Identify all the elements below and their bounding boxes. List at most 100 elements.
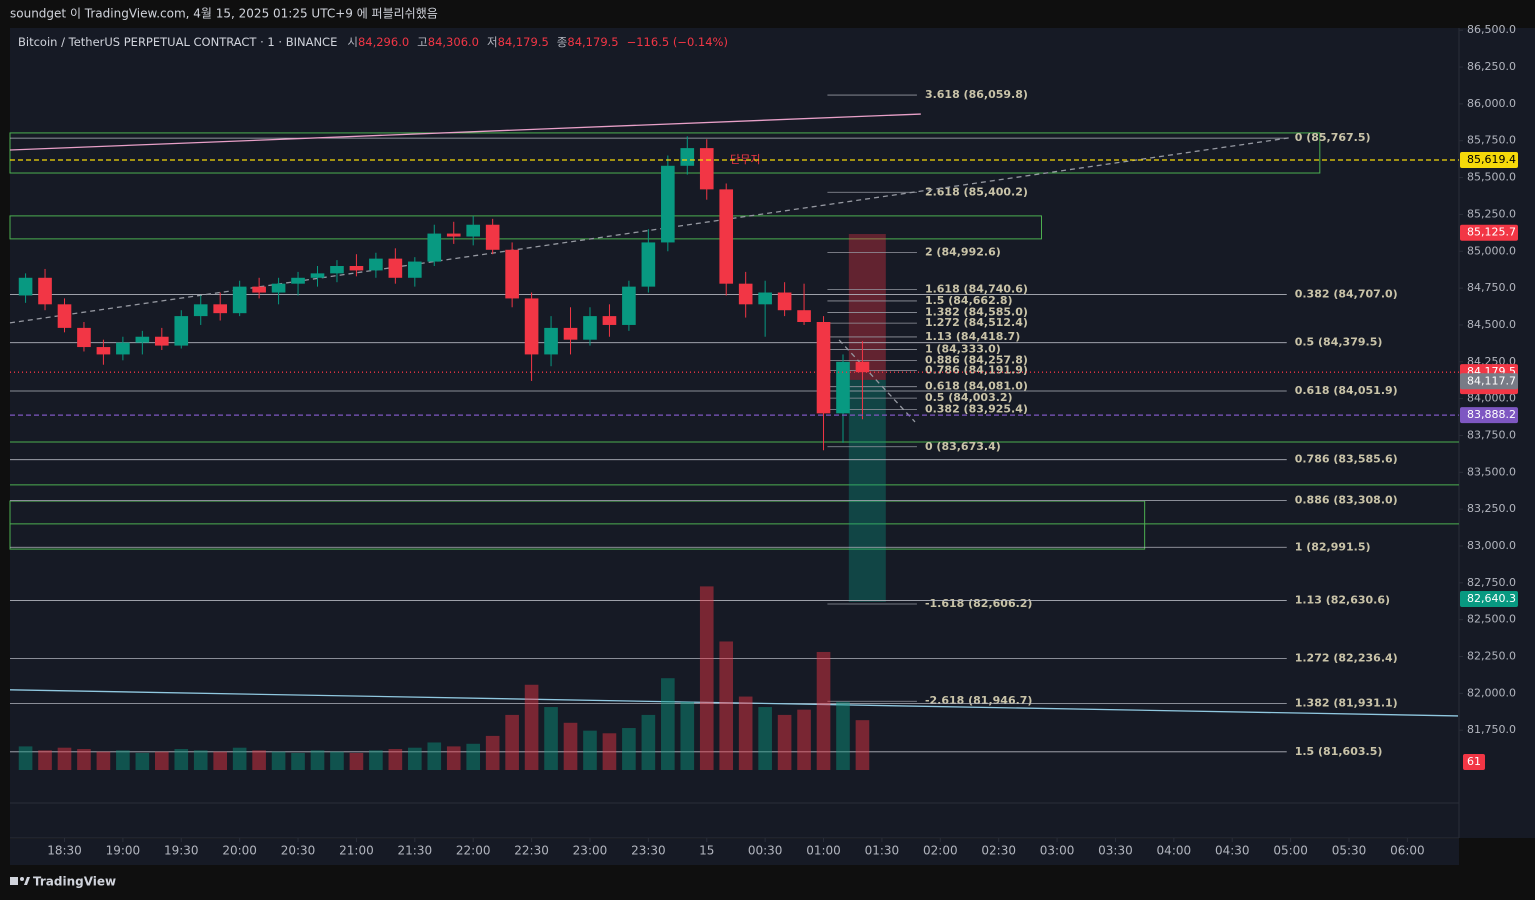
candle-body xyxy=(563,327,578,340)
volume-bar xyxy=(213,751,228,770)
x-tick-label: 02:30 xyxy=(981,844,1016,858)
y-tick-label: 84,500.0 xyxy=(1467,318,1516,331)
x-tick-label: 01:00 xyxy=(806,844,841,858)
candle-body xyxy=(193,304,208,317)
price-tag-label: 84,117.7 xyxy=(1467,374,1516,387)
candle-body xyxy=(369,258,383,271)
candle-body xyxy=(797,310,811,322)
volume-bar xyxy=(330,751,344,770)
candle-body xyxy=(505,249,519,299)
change: −116.5 (−0.14%) xyxy=(627,35,728,49)
fib-label: 1.13 (84,418.7) xyxy=(925,330,1020,343)
candle-body xyxy=(524,298,539,355)
y-tick-label: 85,500.0 xyxy=(1467,171,1516,184)
candle-body xyxy=(738,283,753,305)
ohlc-value: 84,306.0 xyxy=(428,35,479,49)
candle-body xyxy=(427,233,442,262)
symbol-legend: Bitcoin / TetherUS PERPETUAL CONTRACT · … xyxy=(18,35,728,49)
ohlc-value: 84,179.5 xyxy=(567,35,618,49)
chart-layer: 86,500.0 86,250.0 86,000.0 85,750.0 85,500.0… xyxy=(9,23,1518,858)
publish-info: soundget 이 TradingView.com, 4월 15, 2025 … xyxy=(10,7,438,21)
x-tick-label: 01:30 xyxy=(865,844,900,858)
volume-bar xyxy=(758,707,772,770)
candle-body xyxy=(816,322,831,414)
y-tick-label: 82,750.0 xyxy=(1467,576,1516,589)
symbol-name: Bitcoin / TetherUS PERPETUAL CONTRACT · … xyxy=(18,35,337,49)
candle-body xyxy=(330,266,344,274)
volume-bar xyxy=(738,696,753,770)
fib-label: 1 (82,991.5) xyxy=(1295,540,1371,553)
fib-label: 0.5 (84,003.2) xyxy=(925,391,1013,404)
volume-bar xyxy=(622,728,636,770)
fib-label: 0.382 (83,925.4) xyxy=(925,403,1028,416)
candle-body xyxy=(758,292,772,305)
x-tick-label: 06:00 xyxy=(1390,844,1425,858)
volume-bar xyxy=(777,714,792,770)
fib-label: 0 (85,767.5) xyxy=(1295,131,1371,144)
x-tick-label: 20:30 xyxy=(281,844,316,858)
fib-label: 2 (84,992.6) xyxy=(925,245,1001,258)
volume-bar xyxy=(836,701,850,770)
zone xyxy=(9,500,1146,550)
volume-bar xyxy=(271,751,286,770)
volume-bar xyxy=(232,747,247,770)
brand-name: TradingView xyxy=(33,875,116,889)
price-tag xyxy=(1460,224,1518,241)
volume-bar xyxy=(388,749,403,770)
volume-bar xyxy=(680,701,695,770)
volume-bar xyxy=(174,749,189,770)
time-axis xyxy=(10,839,1459,865)
price-tag-label: 85,125.7 xyxy=(1467,226,1516,239)
fib-label: 0.886 (83,308.0) xyxy=(1295,494,1398,507)
candle-body xyxy=(38,277,52,305)
candle-body xyxy=(641,242,656,287)
fib-label: 1 (84,333.0) xyxy=(925,343,1001,356)
y-tick-label: 86,000.0 xyxy=(1467,97,1516,110)
y-tick-label: 84,000.0 xyxy=(1467,392,1516,405)
x-tick-label: 15 xyxy=(699,844,714,858)
volume-bar xyxy=(135,752,150,770)
volume-bar xyxy=(719,641,734,770)
x-tick-label: 19:30 xyxy=(164,844,199,858)
volume-bar xyxy=(57,747,72,770)
candle-body xyxy=(485,224,500,250)
volume-bar xyxy=(563,722,578,770)
ohlc-value: 84,179.5 xyxy=(498,35,549,49)
fib-label: 1.272 (84,512.4) xyxy=(925,316,1028,329)
x-tick-label: 18:30 xyxy=(47,844,82,858)
candle-body xyxy=(680,148,695,166)
candle-body xyxy=(855,361,870,373)
fib-label: 0.786 (84,191.9) xyxy=(925,363,1028,376)
volume-bar xyxy=(96,751,111,770)
ohlc-value: 84,296.0 xyxy=(358,35,409,49)
candle-body xyxy=(699,148,714,190)
fib-label: 0.5 (84,379.5) xyxy=(1295,336,1383,349)
volume-tag xyxy=(1463,754,1485,770)
candle-body xyxy=(57,304,72,328)
x-tick-label: 00:30 xyxy=(748,844,783,858)
x-tick-label: 22:30 xyxy=(514,844,549,858)
ohlc-label: 고 xyxy=(417,35,428,49)
volume-bar xyxy=(855,720,870,770)
volume-bar xyxy=(369,750,383,770)
target-zone xyxy=(848,379,886,602)
volume-bar xyxy=(485,735,500,770)
candle-body xyxy=(777,292,792,311)
price-tag xyxy=(1460,373,1518,390)
annotation: 단무지 xyxy=(730,153,760,166)
y-tick-label: 86,250.0 xyxy=(1467,60,1516,73)
candle-body xyxy=(310,273,325,278)
candle-body xyxy=(174,316,189,346)
trendline xyxy=(838,339,916,423)
y-tick-label: 83,500.0 xyxy=(1467,465,1516,478)
volume-bar xyxy=(77,749,91,770)
candle-body xyxy=(291,277,305,284)
volume-bar xyxy=(408,747,422,770)
fib-label: 1.272 (82,236.4) xyxy=(1295,652,1398,665)
y-tick-label: 82,000.0 xyxy=(1467,686,1516,699)
candle-body xyxy=(836,361,850,414)
y-tick-label: 85,250.0 xyxy=(1467,207,1516,220)
volume-bar xyxy=(193,750,208,770)
fib-label: 1.5 (81,603.5) xyxy=(1295,745,1383,758)
volume-bar xyxy=(505,714,519,770)
